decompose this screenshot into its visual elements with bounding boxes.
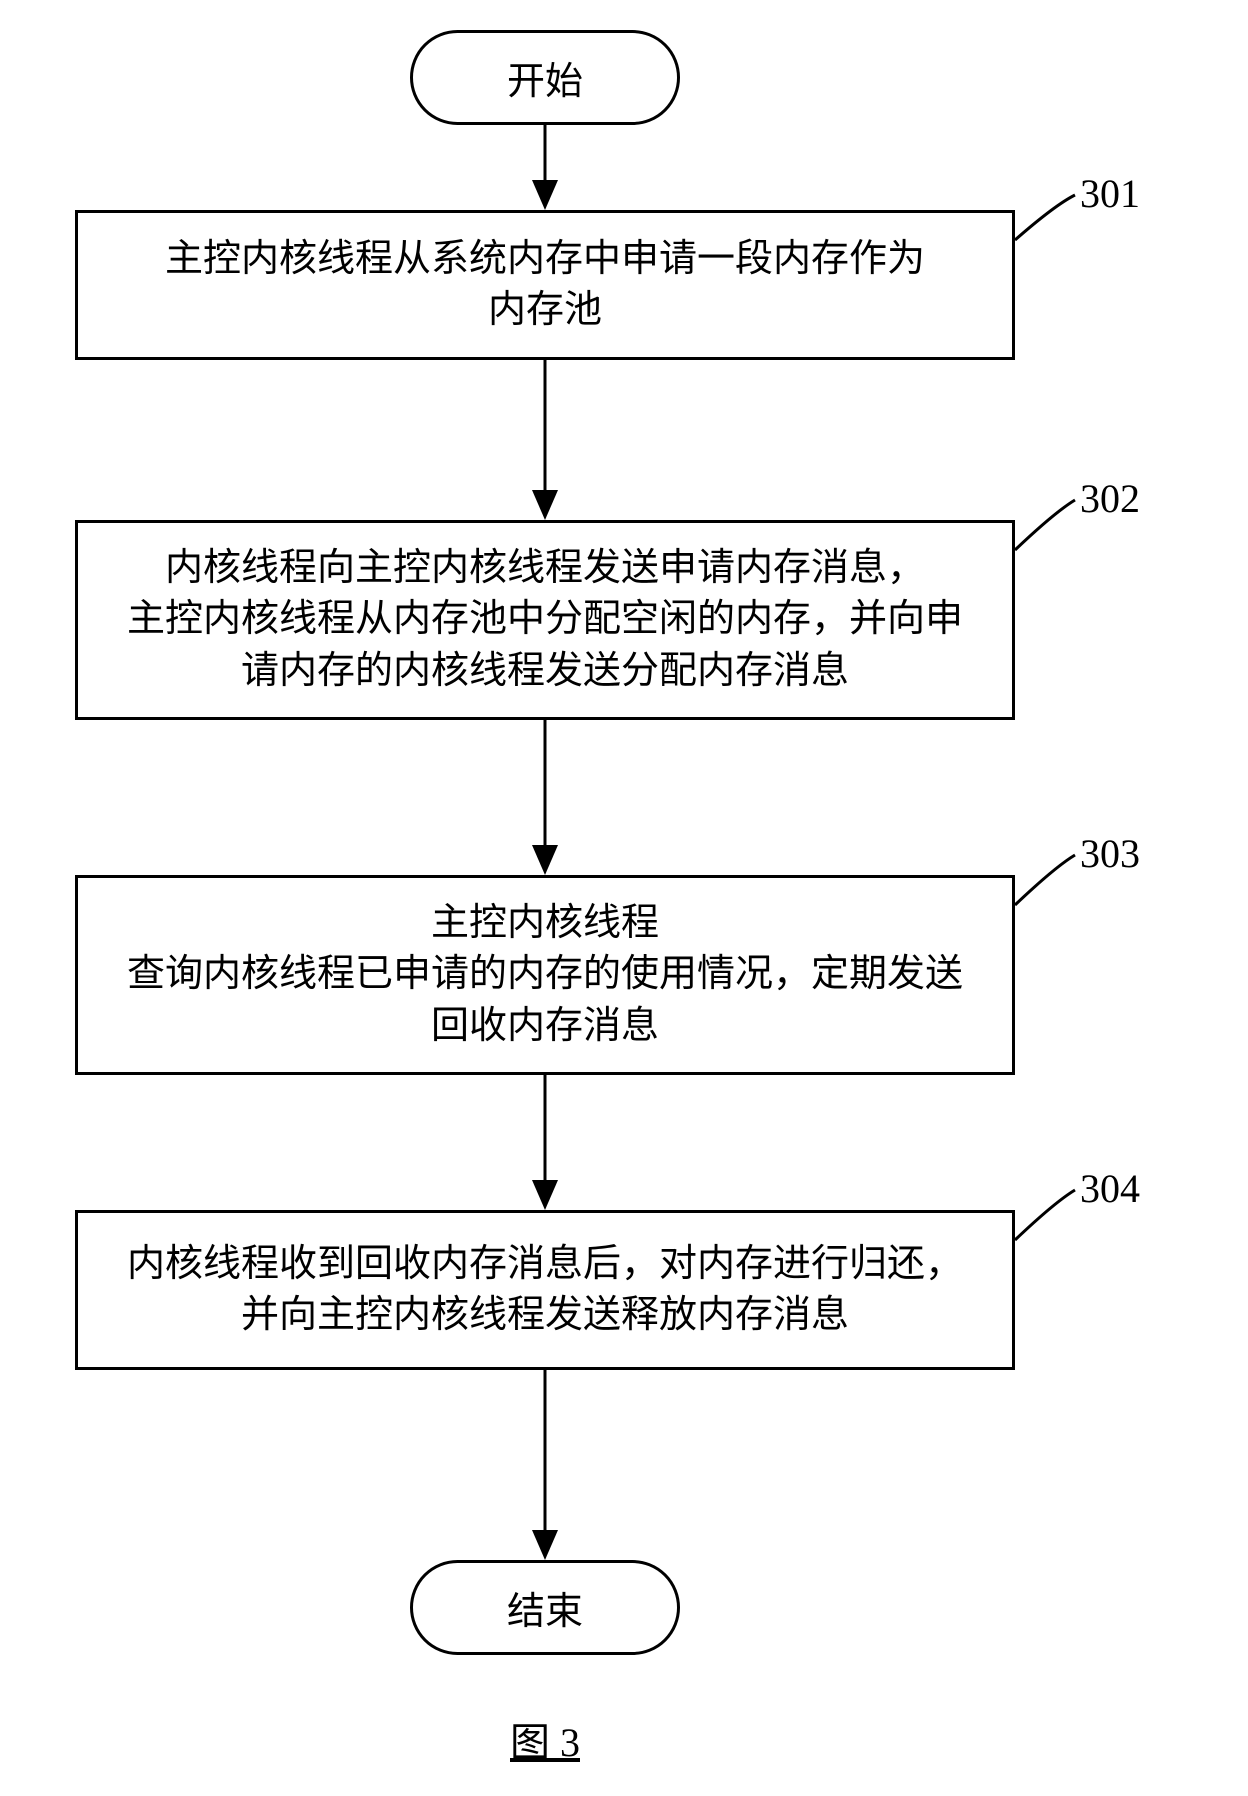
arrow-3 (522, 718, 568, 877)
flow-end-label: 结束 (507, 1580, 583, 1635)
connector-301 (1010, 190, 1080, 245)
connector-304 (1010, 1185, 1080, 1245)
process-step-302-text: 内核线程向主控内核线程发送申请内存消息，主控内核线程从内存池中分配空闲的内存，并… (127, 543, 963, 697)
step-label-303: 303 (1080, 830, 1140, 877)
arrow-5 (522, 1368, 568, 1562)
arrow-1 (522, 123, 568, 212)
step-label-302: 302 (1080, 475, 1140, 522)
connector-302 (1010, 495, 1080, 555)
step-label-304: 304 (1080, 1165, 1140, 1212)
process-step-304-text: 内核线程收到回收内存消息后，对内存进行归还，并向主控内核线程发送释放内存消息 (127, 1239, 963, 1342)
arrow-2 (522, 358, 568, 522)
step-label-301: 301 (1080, 170, 1140, 217)
process-step-302: 内核线程向主控内核线程发送申请内存消息，主控内核线程从内存池中分配空闲的内存，并… (75, 520, 1015, 720)
process-step-304: 内核线程收到回收内存消息后，对内存进行归还，并向主控内核线程发送释放内存消息 (75, 1210, 1015, 1370)
figure-caption: 图 3 (0, 1710, 1090, 1768)
flow-start: 开始 (410, 30, 680, 125)
arrow-4 (522, 1073, 568, 1212)
connector-303 (1010, 850, 1080, 910)
process-step-303: 主控内核线程查询内核线程已申请的内存的使用情况，定期发送回收内存消息 (75, 875, 1015, 1075)
flow-end: 结束 (410, 1560, 680, 1655)
process-step-301-text: 主控内核线程从系统内存中申请一段内存作为内存池 (165, 234, 925, 337)
process-step-303-text: 主控内核线程查询内核线程已申请的内存的使用情况，定期发送回收内存消息 (127, 898, 963, 1052)
flow-start-label: 开始 (507, 50, 583, 105)
process-step-301: 主控内核线程从系统内存中申请一段内存作为内存池 (75, 210, 1015, 360)
